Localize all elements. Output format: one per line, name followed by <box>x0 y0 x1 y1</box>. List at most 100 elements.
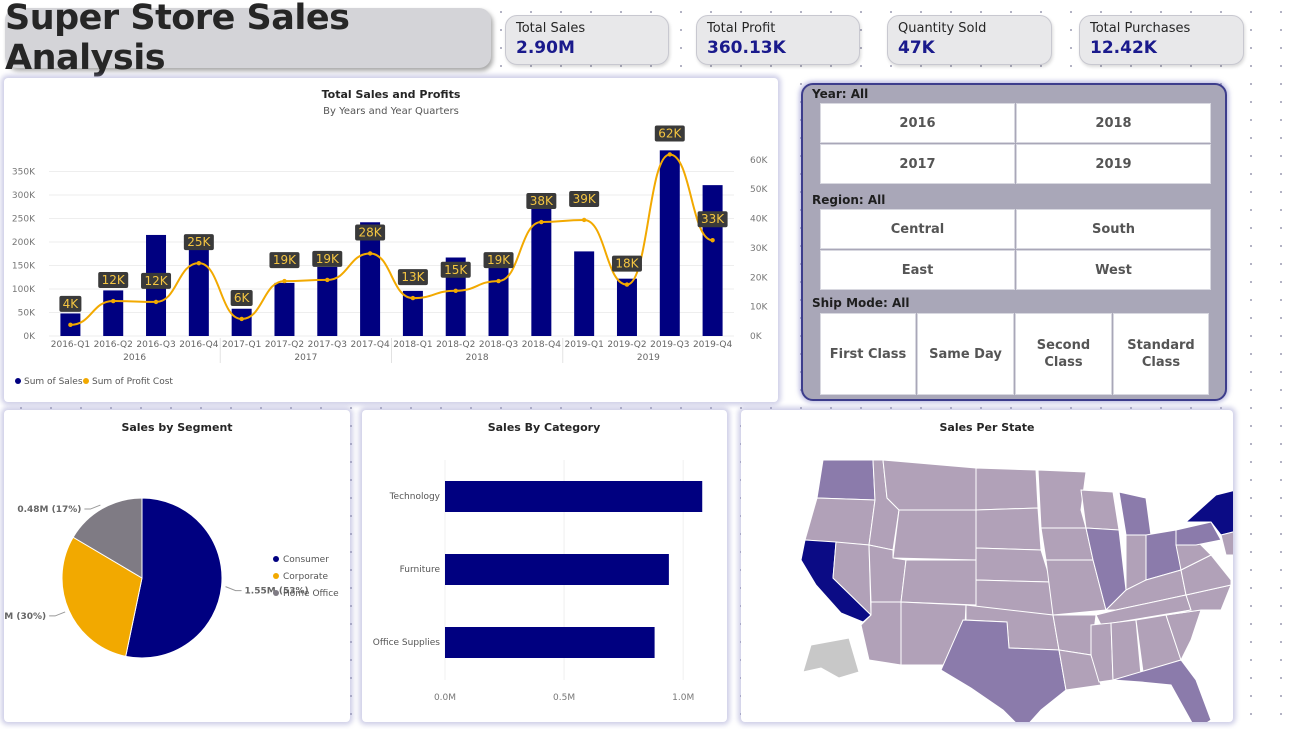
state-ND[interactable] <box>975 467 1039 511</box>
profit-label-bg <box>312 250 343 267</box>
sales-bar[interactable] <box>103 290 124 336</box>
y-left-tick: 50K <box>18 309 36 319</box>
profit-point[interactable] <box>410 295 416 301</box>
y-left-tick: 100K <box>12 285 36 295</box>
kpi-label: Total Profit <box>707 21 776 36</box>
category-bar[interactable] <box>445 481 703 512</box>
pie-leader-line <box>225 586 242 592</box>
sales-bar[interactable] <box>574 251 595 336</box>
profit-point[interactable] <box>239 316 244 322</box>
sales-bar[interactable] <box>659 150 680 336</box>
legend-marker-profit <box>83 378 89 384</box>
profit-point[interactable] <box>624 282 630 287</box>
sales-bar[interactable] <box>402 290 423 336</box>
y-left-tick: 300K <box>12 191 36 201</box>
pie-slice-home-office[interactable] <box>72 497 143 579</box>
profit-data-label: 15K <box>444 263 468 277</box>
legend-item: Consumer <box>283 555 329 565</box>
state-TX[interactable] <box>940 619 1067 722</box>
region-option-central[interactable]: Central <box>820 209 1015 249</box>
sales-bar[interactable] <box>317 266 338 336</box>
profit-point[interactable] <box>111 298 116 304</box>
sales-bar[interactable] <box>274 282 295 336</box>
profit-point[interactable] <box>710 238 715 243</box>
sales-bar[interactable] <box>616 278 637 336</box>
state-PA[interactable] <box>1175 521 1222 546</box>
state-map[interactable]: Sales Per State <box>741 410 1233 722</box>
region-option-south[interactable]: South <box>1016 209 1211 249</box>
y-right-tick: 30K <box>750 244 768 254</box>
ship-mode-second-class[interactable]: Second Class <box>1015 313 1112 395</box>
state-AR[interactable] <box>1052 614 1097 656</box>
x-tick-label: 2019-Q2 <box>607 340 646 350</box>
sales-bar[interactable] <box>702 185 723 336</box>
state-NJ[interactable] <box>1220 530 1233 556</box>
profit-point[interactable] <box>581 217 587 223</box>
region-option-west[interactable]: West <box>1016 250 1211 290</box>
profit-point[interactable] <box>496 278 501 284</box>
profit-label-bg <box>59 295 82 312</box>
profit-point[interactable] <box>539 219 544 225</box>
pie-slice-consumer[interactable] <box>125 497 223 659</box>
profit-point[interactable] <box>453 288 458 293</box>
year-option-2016[interactable]: 2016 <box>820 103 1015 143</box>
profit-point[interactable] <box>196 260 202 266</box>
ship-mode-same-day[interactable]: Same Day <box>917 313 1014 395</box>
chart-title: Total Sales and Profits <box>322 88 461 101</box>
region-option-east[interactable]: East <box>820 250 1015 290</box>
state-WA[interactable] <box>816 459 876 501</box>
state-MT[interactable] <box>882 459 977 511</box>
year-option-2019[interactable]: 2019 <box>1016 144 1211 184</box>
profit-line <box>70 153 713 326</box>
year-option-2018[interactable]: 2018 <box>1016 103 1211 143</box>
state-IA[interactable] <box>1040 527 1094 561</box>
x-tick-label: 2016-Q4 <box>179 340 219 350</box>
profit-data-label: 6K <box>234 291 251 305</box>
category-label: Office Supplies <box>373 638 441 648</box>
state-MI[interactable] <box>1118 491 1152 536</box>
profit-label-bg <box>141 272 172 289</box>
state-MN[interactable] <box>1037 469 1087 529</box>
state-LA[interactable] <box>1058 649 1102 691</box>
category-label: Technology <box>389 492 441 502</box>
legend-profit: Sum of Profit Cost <box>92 377 173 387</box>
sales-bar[interactable] <box>188 246 209 336</box>
sales-bar[interactable] <box>531 205 552 336</box>
state-FL[interactable] <box>1112 659 1212 722</box>
state-WY[interactable] <box>892 509 977 561</box>
state-AL[interactable] <box>1110 619 1142 681</box>
chart-legend: Sum of Sales Sum of Profit Cost <box>15 377 173 387</box>
state-MS[interactable] <box>1090 622 1114 683</box>
sales-bar[interactable] <box>488 253 509 336</box>
sales-bar[interactable] <box>360 222 381 336</box>
state-CO[interactable] <box>900 559 977 606</box>
state-WI[interactable] <box>1080 489 1120 531</box>
state-AK[interactable] <box>802 637 860 679</box>
category-bar-card: Sales By Category 0.0M 0.5M 1.0M Technolog… <box>362 410 727 722</box>
profit-point[interactable] <box>68 322 73 328</box>
profit-data-label: 19K <box>316 252 340 266</box>
state-NE[interactable] <box>975 547 1052 583</box>
state-SD[interactable] <box>975 507 1042 551</box>
profit-data-label: 62K <box>658 126 682 140</box>
x-tick-label: 2018-Q1 <box>393 340 432 350</box>
profit-point[interactable] <box>153 299 159 305</box>
ship-mode-first-class[interactable]: First Class <box>820 313 916 395</box>
state-OR[interactable] <box>804 497 876 546</box>
y-right-tick: 0K <box>750 332 763 342</box>
kpi-value: 12.42K <box>1090 38 1157 58</box>
category-bar[interactable] <box>445 554 669 585</box>
year-option-2017[interactable]: 2017 <box>820 144 1015 184</box>
profit-point[interactable] <box>325 277 330 283</box>
y-right-tick: 50K <box>750 185 768 195</box>
state-NY[interactable] <box>1184 490 1233 536</box>
profit-point[interactable] <box>282 278 287 284</box>
profit-point[interactable] <box>367 251 373 256</box>
sales-bar[interactable] <box>231 308 252 336</box>
profit-point[interactable] <box>667 152 672 157</box>
profit-label-bg <box>526 193 557 210</box>
pie-slice-corporate[interactable] <box>61 536 143 657</box>
segment-pie-card: Sales by Segment 1.55M (53%)0.88M (30%)0… <box>4 410 350 722</box>
ship-mode-standard-class[interactable]: Standard Class <box>1113 313 1209 395</box>
category-bar[interactable] <box>445 627 655 658</box>
